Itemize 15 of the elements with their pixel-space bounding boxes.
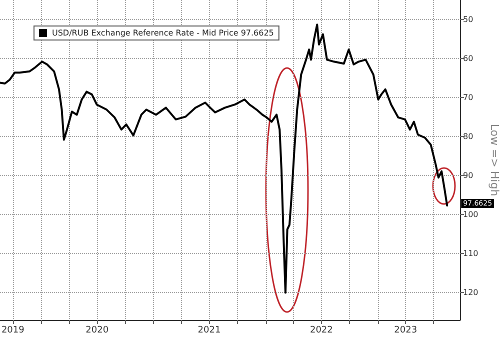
y-tick-label: 50: [463, 15, 474, 24]
y-tick-label: 110: [463, 249, 478, 258]
y-tick-label: 90: [463, 171, 474, 180]
legend-label: USD/RUB Exchange Reference Rate - Mid Price 97.6625: [52, 28, 274, 38]
y-tick-label: 120: [463, 288, 478, 298]
y-tick-label: 60: [463, 54, 474, 64]
x-tick-label: 2020: [86, 326, 109, 336]
x-tick-label: 2022: [310, 326, 333, 336]
x-tick-label: 2019: [1, 326, 25, 336]
x-tick-label: 2021: [198, 326, 221, 336]
y-axis-title: Low => High: [488, 124, 500, 196]
y-tick-label: 80: [463, 132, 474, 142]
x-tick-label: 2023: [394, 326, 418, 336]
y-tick-label: 100: [463, 210, 478, 220]
y-tick-label: 70: [463, 93, 474, 102]
